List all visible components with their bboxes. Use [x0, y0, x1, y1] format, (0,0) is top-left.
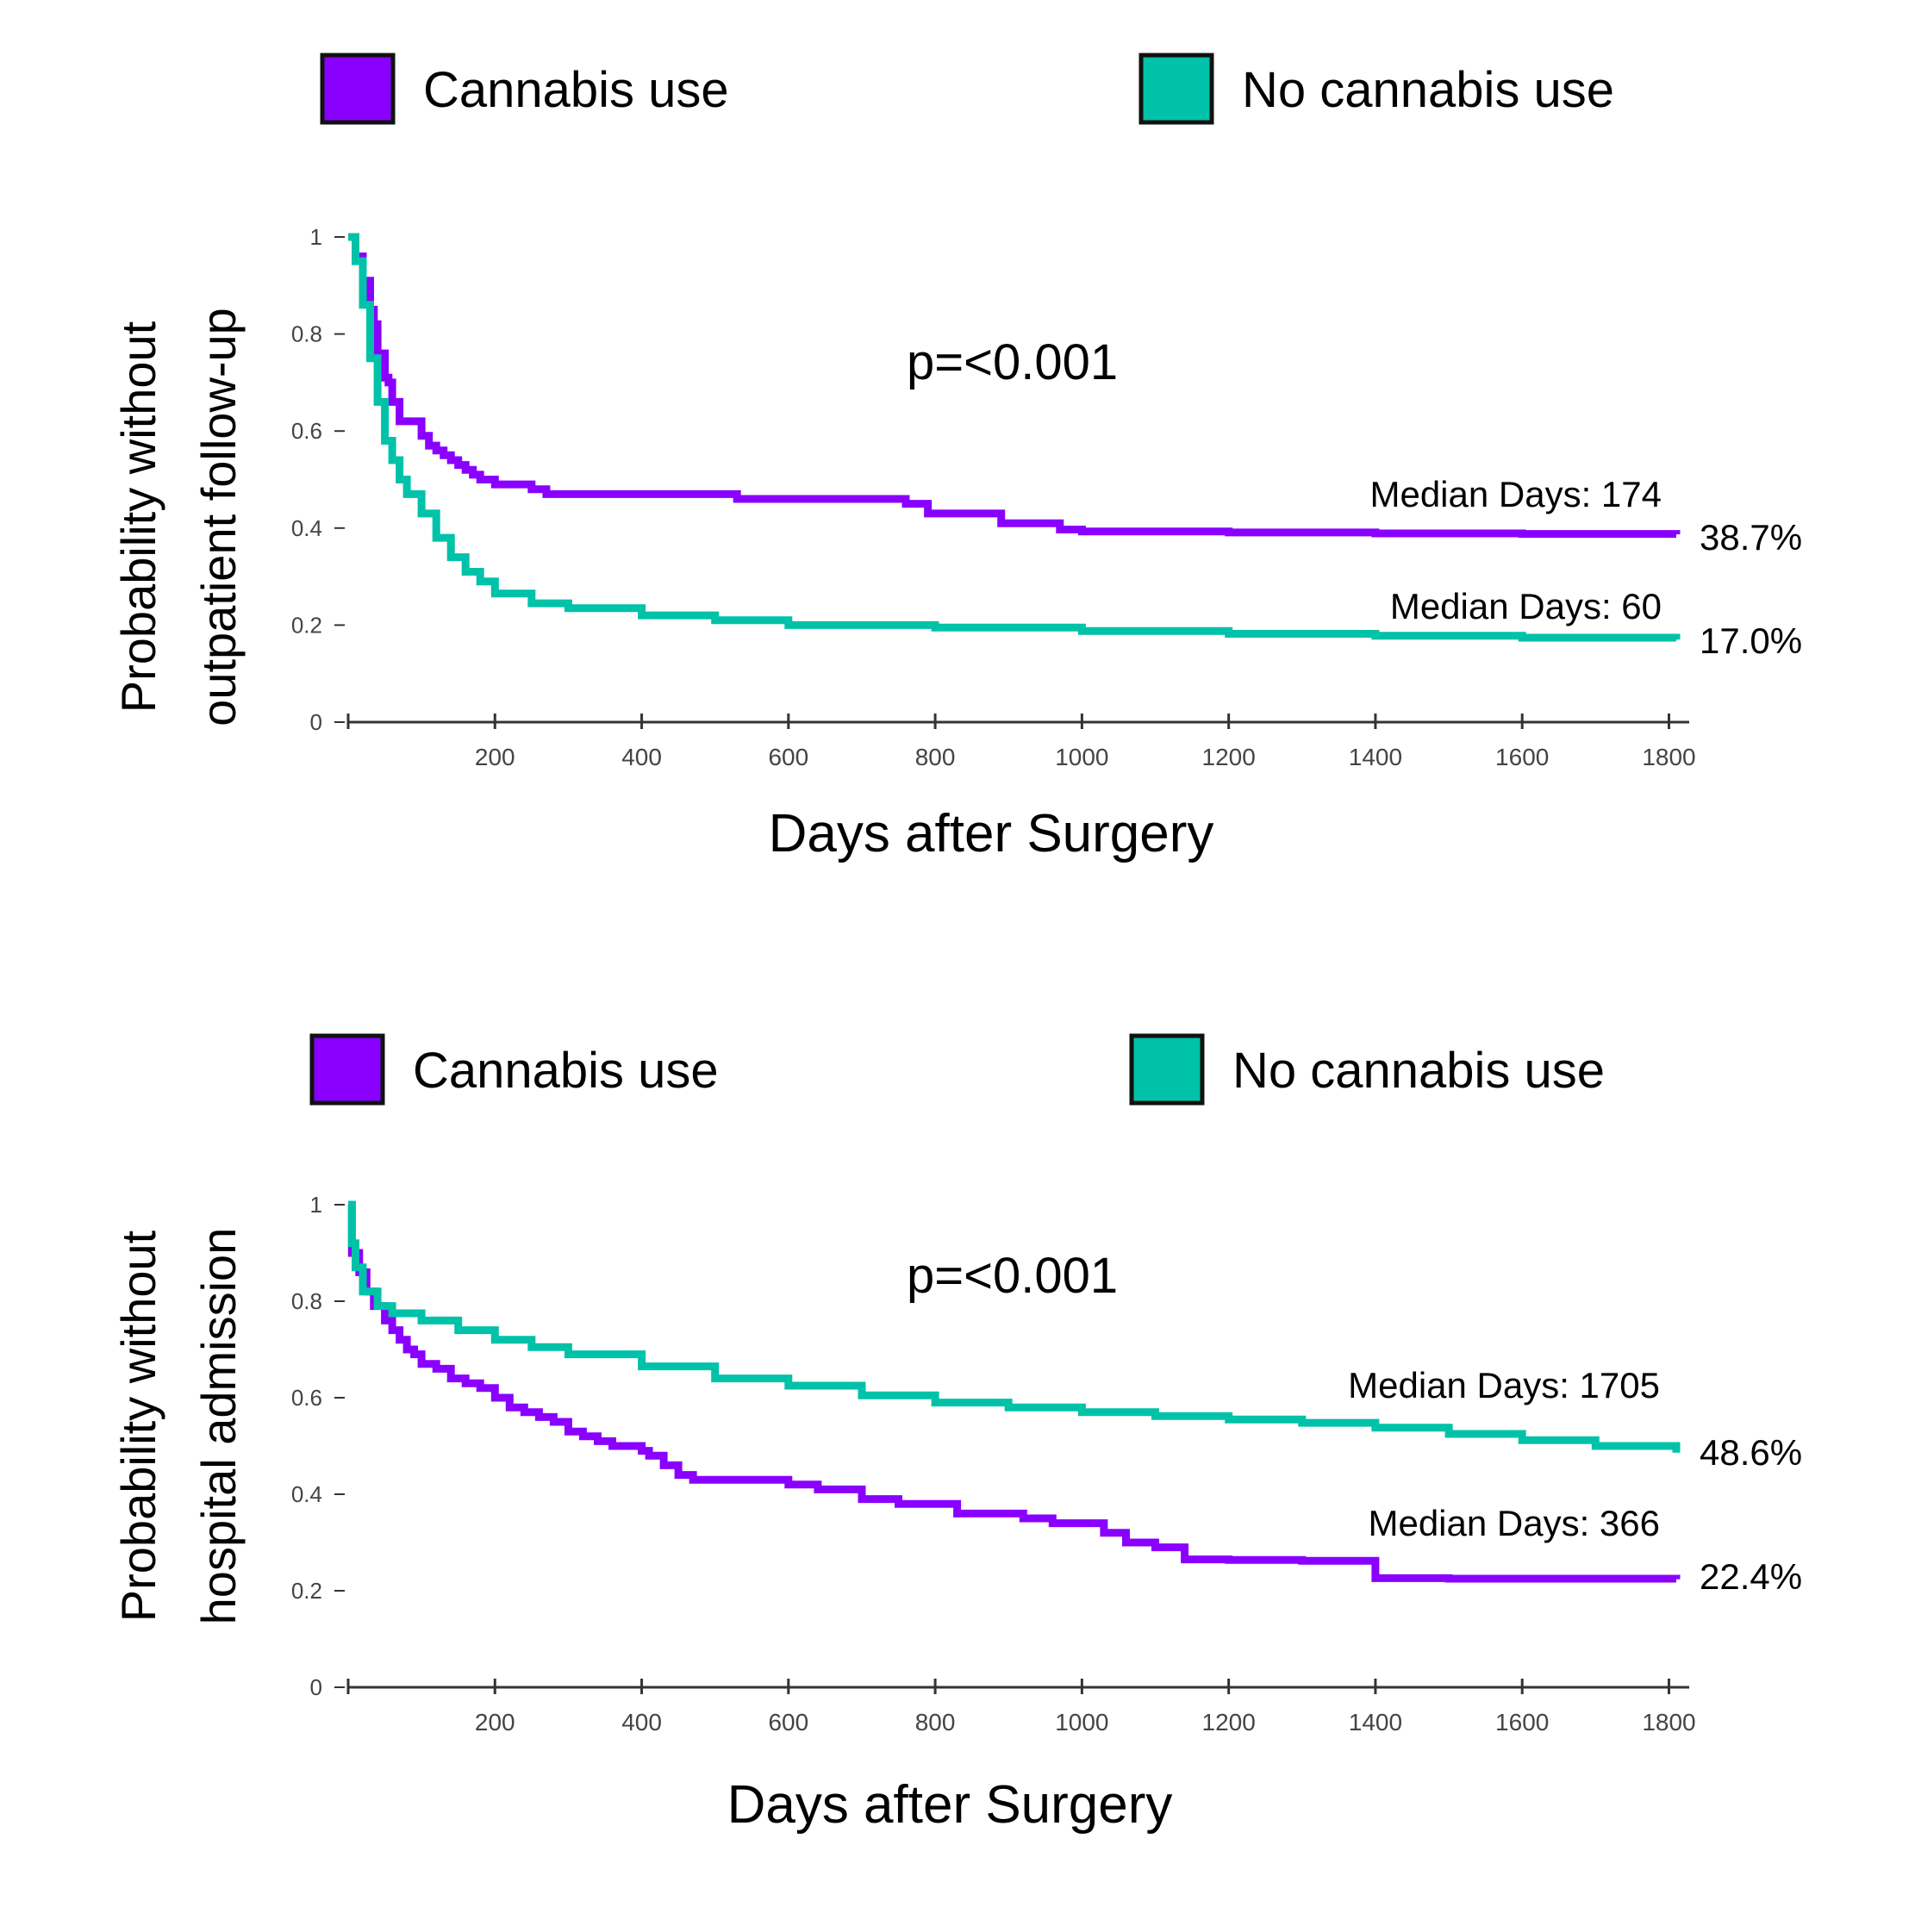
x-tick-label: 1000	[1055, 1709, 1108, 1736]
legend-swatch-no-cannabis	[1129, 1033, 1205, 1106]
y-tick-label: 0.4	[291, 1481, 322, 1507]
y-axis-title-line-2: hospital admission	[191, 1228, 246, 1625]
y-tick-label: 0.8	[291, 321, 322, 347]
x-axis-title: Days after Surgery	[769, 804, 1214, 863]
curve-cannabis	[347, 1200, 1681, 1583]
chart-panel-outpatient: Cannabis use No cannabis use Probability…	[111, 53, 1802, 863]
legend-label-no-cannabis: No cannabis use	[1242, 62, 1614, 118]
x-tick-label: 400	[621, 1709, 662, 1736]
x-tick-label: 1600	[1495, 1709, 1549, 1736]
legend: Cannabis use No cannabis use	[320, 53, 1614, 125]
x-tick-label: 200	[475, 744, 515, 770]
end-label-no-cannabis: 48.6%	[1700, 1432, 1802, 1473]
median-label-no-cannabis: Median Days: 60	[1390, 586, 1662, 626]
x-tick-label: 200	[475, 1709, 515, 1736]
x-tick-label: 1200	[1202, 1709, 1256, 1736]
x-tick-label: 1000	[1055, 744, 1108, 770]
x-tick-label: 1400	[1349, 1709, 1402, 1736]
x-tick-label: 1600	[1495, 744, 1549, 770]
median-label-cannabis: Median Days: 174	[1369, 474, 1662, 514]
y-tick-label: 0	[310, 709, 322, 735]
curve-cannabis	[348, 233, 1681, 539]
y-tick-label: 0	[310, 1674, 322, 1700]
x-tick-label: 800	[915, 1709, 956, 1736]
legend-swatch-cannabis	[309, 1033, 385, 1106]
y-axis-title-line-2: outpatient follow-up	[191, 308, 246, 726]
legend-label-cannabis: Cannabis use	[413, 1043, 719, 1099]
y-tick-label: 0.8	[291, 1288, 322, 1314]
x-tick-label: 800	[915, 744, 956, 770]
p-value: p=<0.001	[907, 1248, 1118, 1304]
legend: Cannabis use No cannabis use	[309, 1033, 1605, 1106]
x-tick-label: 600	[768, 1709, 808, 1736]
y-axis-title-line-1: Probability without	[111, 321, 165, 713]
y-tick-label: 0.6	[291, 1385, 322, 1411]
x-axis-title: Days after Surgery	[727, 1775, 1173, 1835]
end-label-cannabis: 38.7%	[1700, 517, 1802, 558]
legend-swatch-no-cannabis	[1138, 53, 1214, 125]
y-tick-label: 1	[310, 1192, 322, 1218]
y-tick-label: 0.6	[291, 418, 322, 444]
y-tick-label: 1	[310, 224, 322, 250]
chart-panel-hospital: Cannabis use No cannabis use Probability…	[111, 1033, 1802, 1835]
x-tick-label: 1400	[1349, 744, 1402, 770]
y-tick-label: 0.2	[291, 612, 322, 638]
curve-no-cannabis	[348, 233, 1681, 642]
x-tick-label: 1800	[1642, 744, 1695, 770]
end-label-cannabis: 22.4%	[1700, 1556, 1802, 1597]
curve-no-cannabis	[347, 1200, 1681, 1453]
y-tick-label: 0.4	[291, 515, 322, 541]
x-tick-label: 1800	[1642, 1709, 1695, 1736]
x-tick-label: 1200	[1202, 744, 1256, 770]
median-label-cannabis: Median Days: 366	[1368, 1503, 1660, 1543]
x-tick-label: 600	[768, 744, 808, 770]
y-tick-label: 0.2	[291, 1578, 322, 1604]
p-value: p=<0.001	[907, 334, 1118, 390]
legend-label-no-cannabis: No cannabis use	[1232, 1043, 1605, 1099]
legend-swatch-cannabis	[320, 53, 396, 125]
y-axis-title-line-1: Probability without	[111, 1230, 165, 1622]
median-label-no-cannabis: Median Days: 1705	[1348, 1365, 1660, 1405]
x-tick-label: 400	[621, 744, 662, 770]
end-label-no-cannabis: 17.0%	[1700, 620, 1802, 661]
legend-label-cannabis: Cannabis use	[423, 62, 729, 118]
